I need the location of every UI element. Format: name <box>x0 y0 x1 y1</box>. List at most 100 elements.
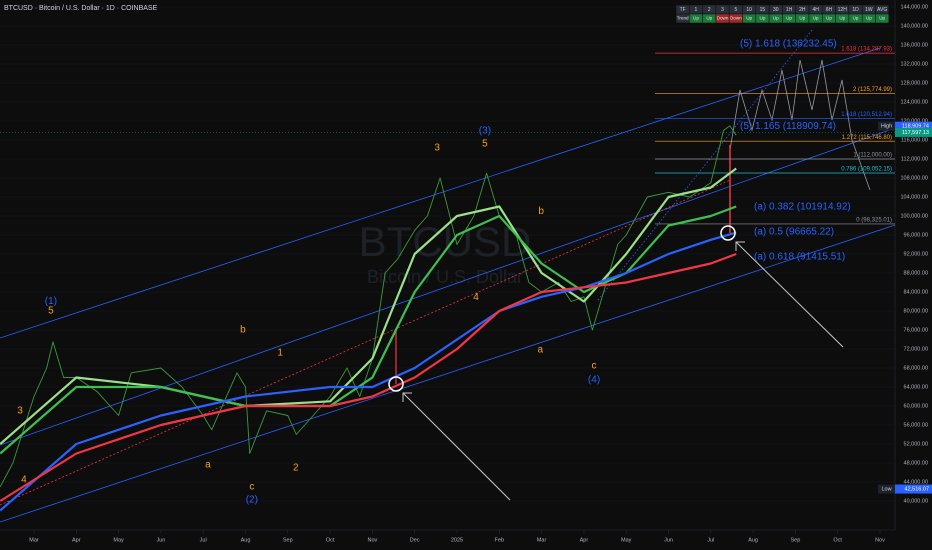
y-tick-label: 60,000.00 <box>904 403 928 409</box>
channel-line <box>0 47 881 339</box>
fib-label-large: (5) 1.618 (136232.45) <box>740 39 837 50</box>
wave-label: a <box>538 345 544 356</box>
wave-label: b <box>240 325 246 336</box>
price-tag-label: 118,909.74 <box>902 124 929 130</box>
table-cell-text: Up <box>826 16 832 21</box>
fib-label: 0.786 (109,052.15) <box>841 167 892 173</box>
x-tick-label: Feb <box>495 537 504 543</box>
channels <box>0 29 896 523</box>
x-tick-label: Mar <box>537 537 547 543</box>
table-cell-text: Up <box>839 16 845 21</box>
plot <box>0 52 895 512</box>
chart-title: BTCUSD · Bitcoin / U.S. Dollar · 1D · CO… <box>4 5 158 12</box>
table-header-text: 1H <box>786 7 793 13</box>
x-tick-label: Mar <box>29 537 39 543</box>
marker-circle <box>720 225 736 241</box>
x-tick-label: Dec <box>410 537 420 543</box>
wave-label: (4) <box>588 375 600 386</box>
arrow-head <box>735 241 745 251</box>
x-tick-label: Jul <box>200 537 207 543</box>
channel-dotted <box>0 179 731 506</box>
x-tick-label: Oct <box>833 537 842 543</box>
x-tick-label: Apr <box>72 537 81 543</box>
price-tag <box>895 484 932 494</box>
table-header-text: 3 <box>721 7 724 13</box>
table-header-text: 2 <box>708 7 711 13</box>
table-header-text: 2H <box>799 7 806 13</box>
table-header-text: 10 <box>746 7 752 13</box>
channel-dotted <box>597 29 813 301</box>
overlay: 40,000.00 44,000.00 48,000.00 52,000.00 56,0… <box>17 4 932 543</box>
channel-line <box>0 224 896 523</box>
x-tick-label: Nov <box>368 537 378 543</box>
marker-circle <box>388 376 404 392</box>
y-tick-label: 112,000.00 <box>901 156 928 162</box>
table-header-text: 30 <box>773 7 779 13</box>
x-tick-label: Sep <box>791 537 801 543</box>
price-tag-name: High <box>881 124 892 130</box>
y-tick-label: 52,000.00 <box>904 441 928 447</box>
x-tick-label: 2025 <box>451 537 463 543</box>
price-tag-label: 117,597.13 <box>902 130 929 136</box>
series-line <box>0 252 737 502</box>
y-tick-label: 120,000.00 <box>900 118 928 124</box>
table-cell-text: Up <box>799 16 805 21</box>
y-tick-label: 68,000.00 <box>904 365 928 371</box>
fib-label-large: (a) 0.5 (96665.22) <box>754 226 834 237</box>
wave-label: (1) <box>45 296 57 307</box>
table-header-text: 12H <box>838 7 848 13</box>
table-cell-text: Up <box>866 16 872 21</box>
table-cell-text: Down <box>730 16 742 21</box>
wave-label: 2 <box>293 462 299 473</box>
table-cell-text: Down <box>717 16 729 21</box>
table-cell-text: Up <box>879 16 885 21</box>
table-cell-text: Up <box>773 16 779 21</box>
wave-label: 4 <box>473 292 479 303</box>
watermark: BTCUSD <box>359 218 532 265</box>
x-tick-label: Jun <box>664 537 673 543</box>
y-tick-label: 144,000.00 <box>900 4 928 10</box>
x-tick-label: Aug <box>748 537 758 543</box>
wave-label: 4 <box>21 474 27 485</box>
wave-label: 3 <box>17 405 23 416</box>
wave-label: (3) <box>479 126 491 137</box>
y-tick-label: 84,000.00 <box>904 289 928 295</box>
y-tick-label: 132,000.00 <box>900 61 928 67</box>
table-header-text: TF <box>680 7 686 13</box>
y-tick-label: 100,000.00 <box>900 213 928 219</box>
price-tag <box>895 127 932 137</box>
x-tick-label: Jul <box>707 537 714 543</box>
table-cell-text: Up <box>693 16 699 21</box>
x-tick-label: Jun <box>156 537 165 543</box>
table-header-text: 5 <box>734 7 737 13</box>
y-tick-label: 96,000.00 <box>904 232 928 238</box>
y-tick-label: 92,000.00 <box>904 251 928 257</box>
y-tick-label: 116,000.00 <box>901 137 928 143</box>
table-cell-text: Up <box>746 16 752 21</box>
table-header-text: 15 <box>760 7 766 13</box>
wave-label: 1 <box>277 347 283 358</box>
y-tick-label: 76,000.00 <box>904 327 928 333</box>
wave-label: a <box>205 460 211 471</box>
y-tick-label: 80,000.00 <box>904 308 928 314</box>
y-tick-label: 40,000.00 <box>904 498 928 504</box>
arrow <box>402 392 511 501</box>
y-tick-label: 88,000.00 <box>904 270 928 276</box>
table-cell-text: Up <box>786 16 792 21</box>
table-cell-text: Up <box>760 16 766 21</box>
y-tick-label: 140,000.00 <box>900 23 928 29</box>
wave-label: (2) <box>246 495 258 506</box>
wave-label: c <box>249 481 254 492</box>
wave-label: 3 <box>434 143 440 154</box>
watermark-sub: Bitcoin / U.S. Dollar <box>367 267 523 287</box>
y-tick-label: 56,000.00 <box>904 422 928 428</box>
projection <box>729 59 871 191</box>
table-header-text: 4H <box>812 7 819 13</box>
channel-line <box>0 127 896 446</box>
fib-label-large: (a) 0.618 (91415.51) <box>754 251 845 262</box>
table-cell <box>875 13 890 24</box>
y-tick-label: 44,000.00 <box>904 479 928 485</box>
series-line <box>0 125 737 488</box>
table-cell-text: Up <box>706 16 712 21</box>
